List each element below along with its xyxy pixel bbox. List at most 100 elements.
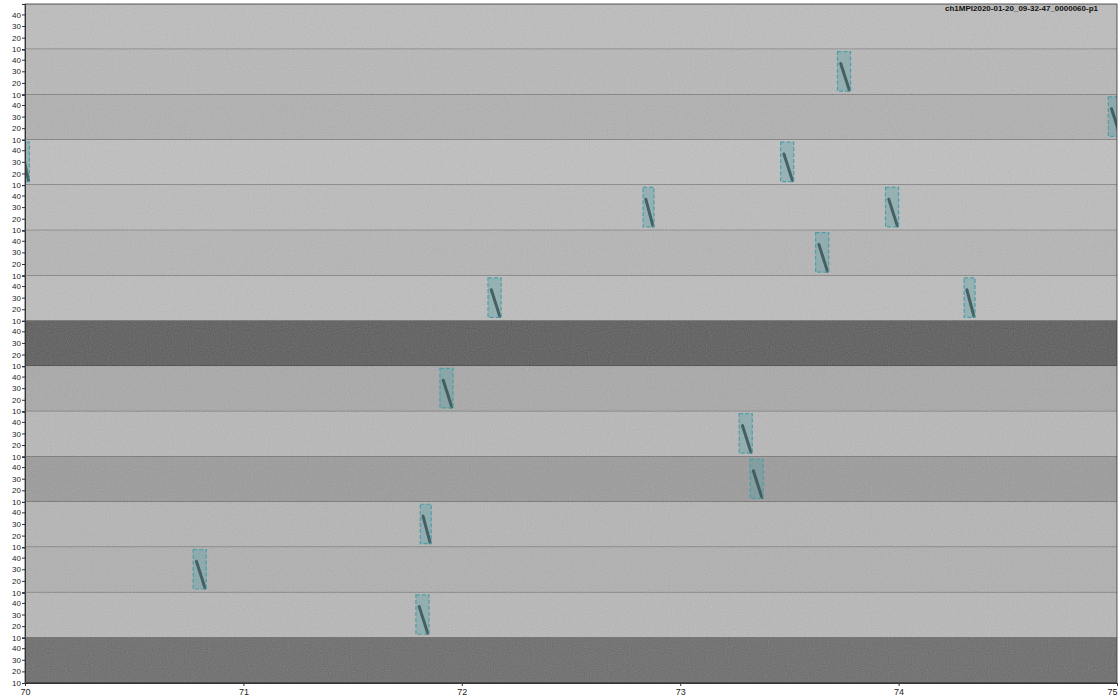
- y-tick-mark: [22, 355, 25, 356]
- y-tick-mark: [22, 128, 25, 129]
- y-tick-label: 40: [12, 146, 21, 155]
- panel-background: [25, 185, 1117, 230]
- detection-box: [440, 368, 453, 407]
- y-tick: 30: [12, 656, 25, 665]
- y-tick: 40: [12, 282, 25, 291]
- y-tick: 30: [12, 520, 25, 529]
- y-tick-label: 30: [12, 384, 21, 393]
- y-tick-label: 40: [12, 554, 21, 563]
- x-tick: 72: [457, 683, 467, 697]
- detection-box: [750, 459, 763, 498]
- y-tick: 20: [12, 124, 25, 133]
- panel-noise: [25, 502, 1117, 547]
- y-tick-mark: [22, 648, 25, 649]
- detections: [440, 368, 453, 407]
- y-axis: 10203040: [12, 367, 25, 417]
- y-tick-label: 40: [12, 644, 21, 653]
- y-tick: 30: [12, 430, 25, 439]
- y-tick: 40: [12, 327, 25, 336]
- x-tick: 74: [894, 683, 904, 697]
- panel-noise: [25, 411, 1117, 456]
- y-tick: 20: [12, 215, 25, 224]
- y-tick-label: 30: [12, 611, 21, 620]
- panel-background: [25, 547, 1117, 592]
- y-tick-label: 30: [12, 113, 21, 122]
- y-tick: 20: [12, 441, 25, 450]
- y-tick-label: 10: [12, 45, 21, 54]
- y-tick: 40: [12, 418, 25, 427]
- y-axis: 10203040: [12, 412, 25, 462]
- y-tick-mark: [22, 162, 25, 163]
- y-tick: 40: [12, 146, 25, 155]
- y-tick-mark: [22, 38, 25, 39]
- y-axis: 10203040: [12, 140, 25, 190]
- y-tick-mark: [22, 581, 25, 582]
- y-tick-label: 40: [12, 192, 21, 201]
- y-tick-label: 20: [12, 305, 21, 314]
- panel: 10 20 30 40: [12, 95, 1120, 145]
- y-tick: 20: [12, 170, 25, 179]
- y-tick-label: 10: [12, 634, 21, 643]
- y-tick-mark: [22, 150, 25, 151]
- y-tick: 20: [12, 486, 25, 495]
- panel: 10203040: [12, 502, 1117, 552]
- y-tick-label: 40: [12, 237, 21, 246]
- y-tick-mark: [22, 445, 25, 446]
- y-tick-mark: [22, 331, 25, 332]
- y-axis: 10203040: [12, 457, 25, 507]
- y-tick: 40: [12, 101, 25, 110]
- panel-noise: [25, 95, 1117, 140]
- y-axis: 10203040: [12, 593, 25, 643]
- y-tick-label: 40: [12, 599, 21, 608]
- y-tick: 20: [12, 667, 25, 676]
- detections: [750, 459, 763, 498]
- detections: [488, 278, 975, 317]
- y-tick-label: 20: [12, 34, 21, 43]
- y-tick: 40: [12, 599, 25, 608]
- y-tick-label: 30: [12, 248, 21, 257]
- y-axis: 10203040: [12, 231, 25, 281]
- y-tick: 30: [12, 339, 25, 348]
- y-tick-mark: [22, 105, 25, 106]
- detection-box: [885, 187, 898, 226]
- y-tick: 30: [12, 294, 25, 303]
- y-tick-label: 40: [12, 463, 21, 472]
- x-tick-label: 74: [894, 687, 904, 697]
- y-tick: 30: [12, 475, 25, 484]
- panel-noise: [25, 230, 1117, 275]
- y-axis: 10203040: [12, 5, 25, 55]
- detection-box: [420, 504, 431, 543]
- panel-background: [25, 140, 1117, 185]
- panel-background: [25, 366, 1117, 411]
- y-tick-label: 30: [12, 430, 21, 439]
- detection-box: [781, 142, 794, 181]
- y-tick-mark: [22, 71, 25, 72]
- x-tick-mark: [1117, 683, 1118, 686]
- y-tick-label: 10: [12, 136, 21, 145]
- y-tick-mark: [22, 286, 25, 287]
- detections: [643, 187, 899, 226]
- panel: 10203040: [12, 547, 1117, 597]
- y-tick: 20: [12, 305, 25, 314]
- x-tick: 71: [239, 683, 249, 697]
- detections: [420, 504, 431, 543]
- y-tick-mark: [22, 173, 25, 174]
- y-tick-mark: [22, 388, 25, 389]
- panel-background: [25, 4, 1117, 49]
- y-tick-mark: [22, 569, 25, 570]
- y-tick-label: 30: [12, 203, 21, 212]
- y-tick-mark: [22, 512, 25, 513]
- y-tick-label: 10: [12, 317, 21, 326]
- y-tick-mark: [22, 558, 25, 559]
- y-tick: 40: [12, 373, 25, 382]
- y-tick-mark: [22, 603, 25, 604]
- x-tick: 75: [1107, 683, 1117, 697]
- x-tick-mark: [899, 683, 900, 686]
- y-tick-label: 30: [12, 67, 21, 76]
- detection-box: [488, 278, 501, 317]
- detections: [739, 414, 752, 453]
- panel-noise: [25, 49, 1117, 94]
- y-tick-label: 20: [12, 260, 21, 269]
- y-tick-label: 40: [12, 373, 21, 382]
- y-tick-label: 40: [12, 101, 21, 110]
